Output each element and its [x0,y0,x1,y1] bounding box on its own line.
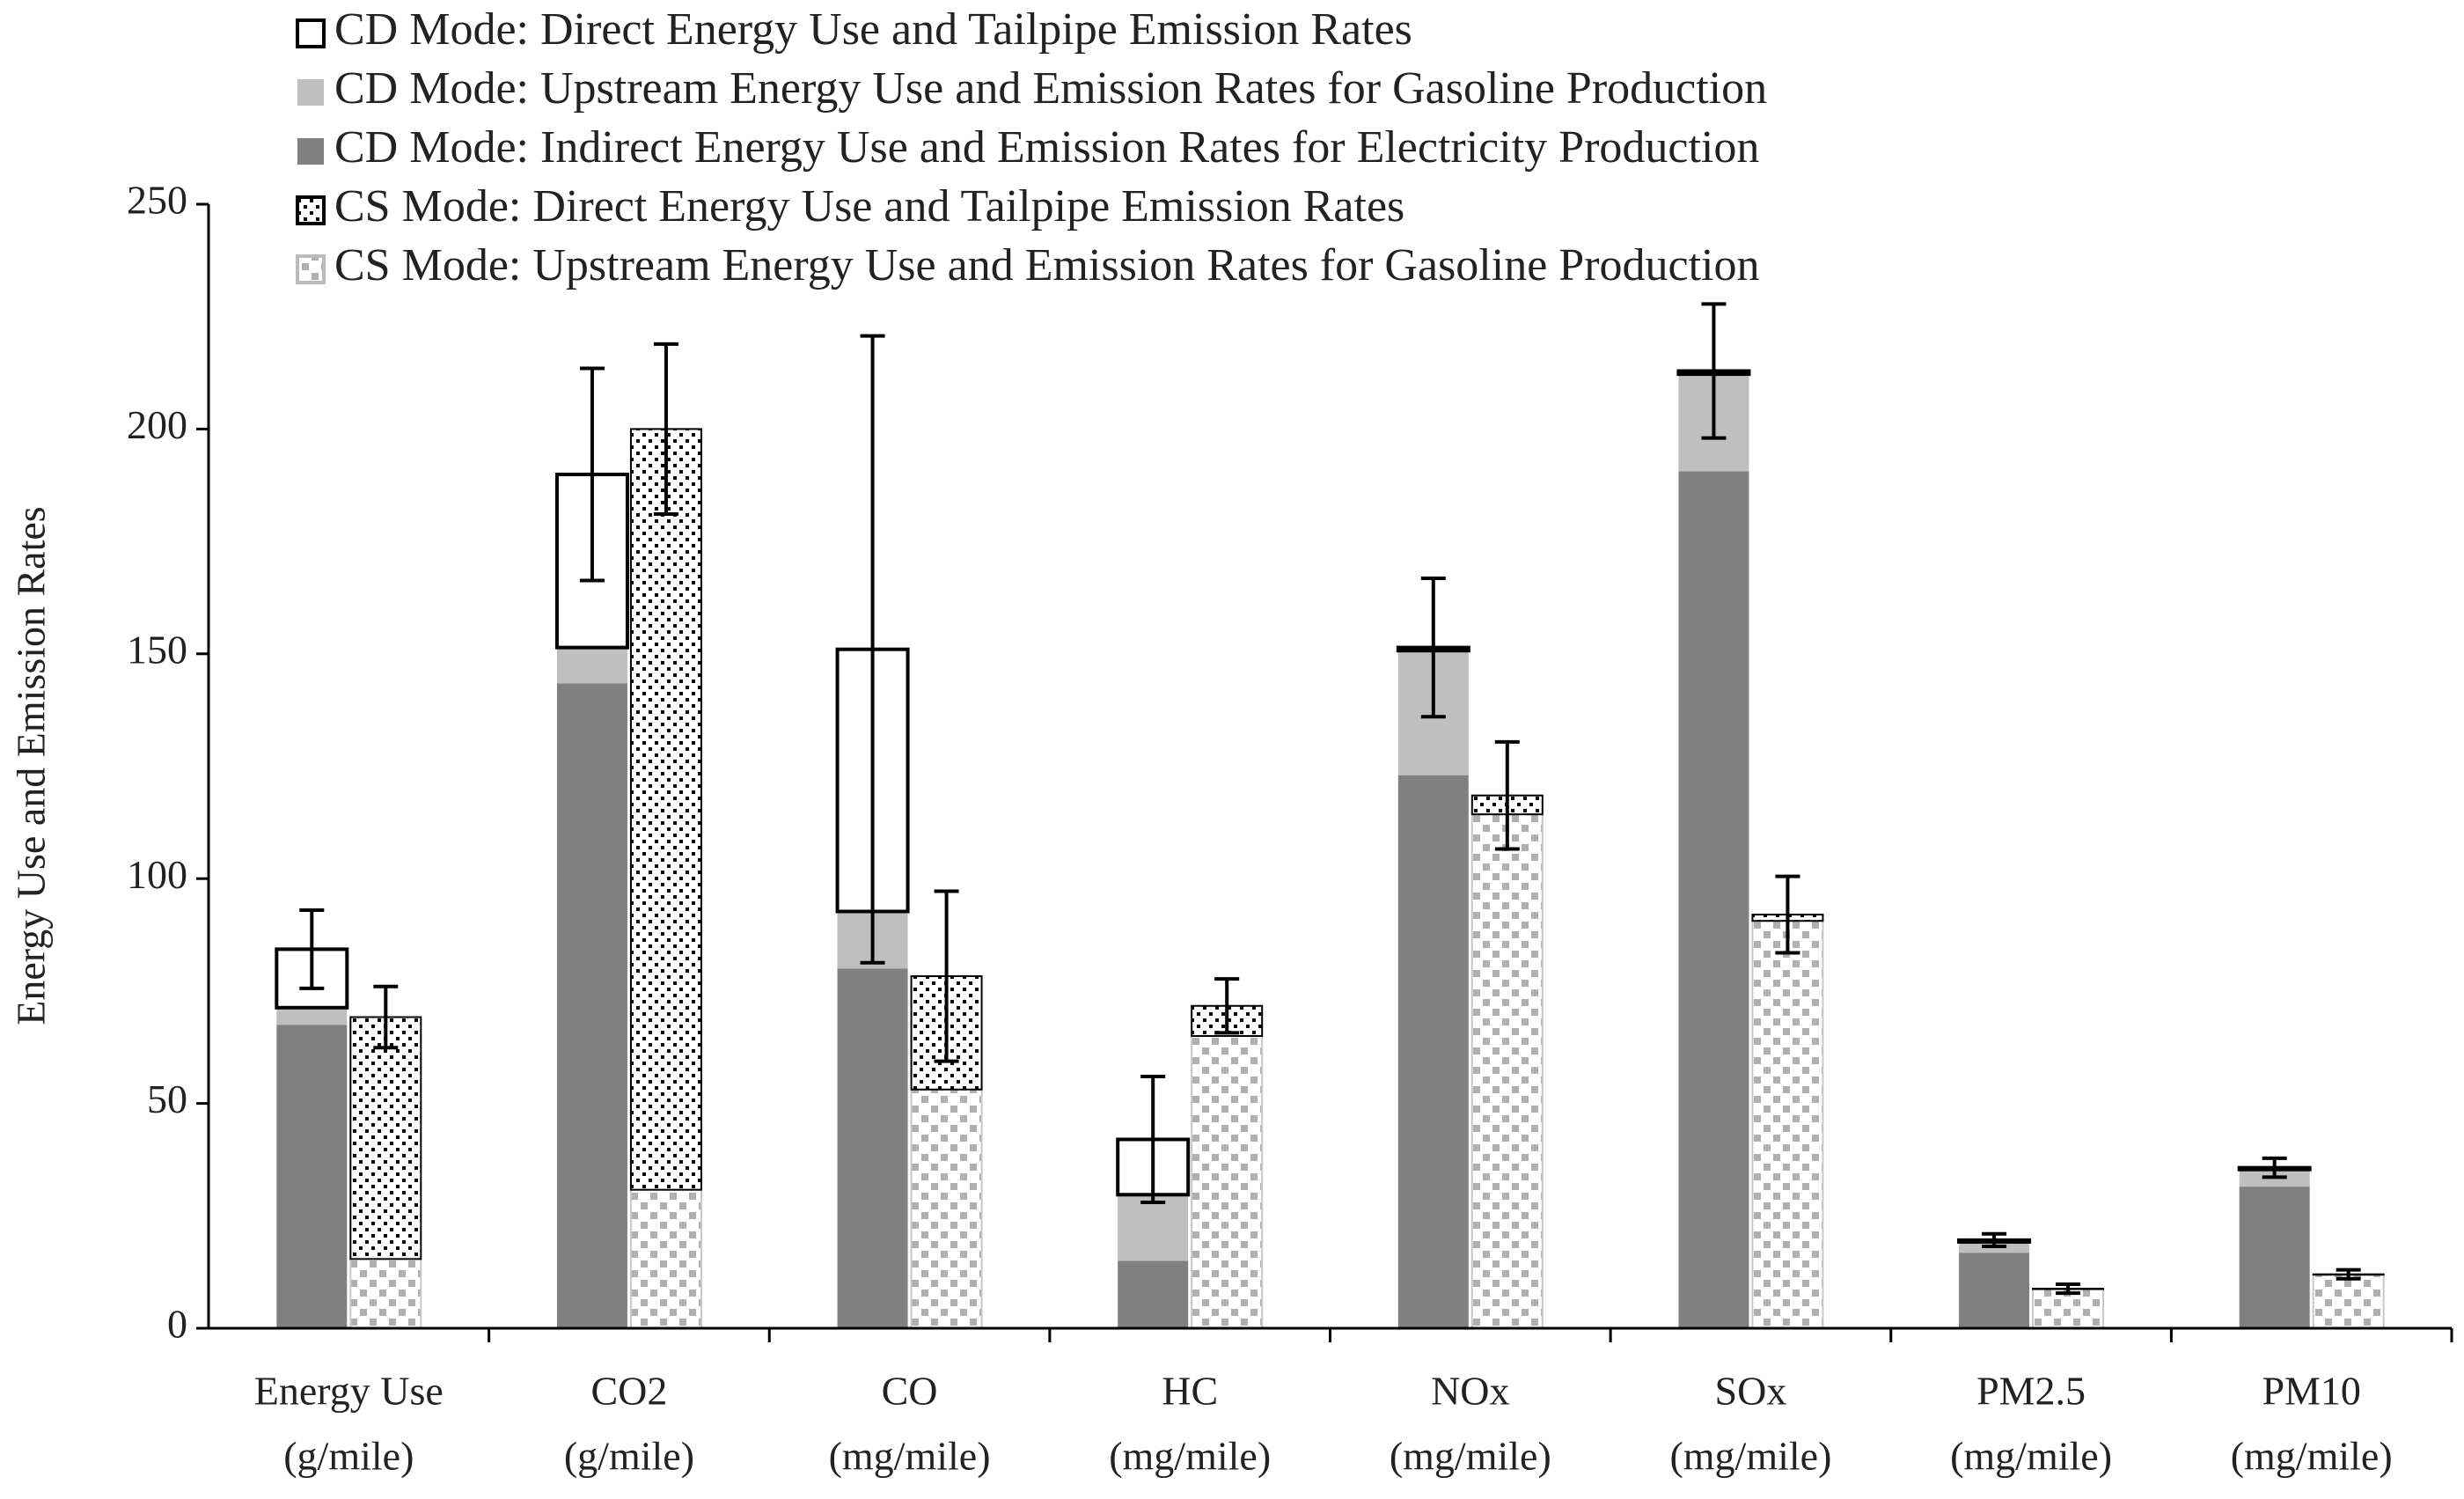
legend-label: CS Mode: Upstream Energy Use and Emissio… [334,240,1760,290]
bar-segment [629,1188,702,1329]
legend-label: CS Mode: Direct Energy Use and Tailpipe … [334,181,1404,231]
x-tick-label: CO2 [590,1369,667,1414]
x-tick-label: (mg/mile) [1950,1434,2112,1479]
error-bar [2056,1282,2081,1296]
error-bar [1775,874,1800,955]
bar-segment [556,647,627,684]
x-tick-label: SOx [1715,1369,1787,1414]
bar-segment [349,1258,422,1329]
bar-segment [1678,471,1749,1328]
x-tick-label: (g/mile) [283,1434,414,1479]
x-tick-label: (g/mile) [564,1434,694,1479]
bar-segment [1118,1194,1189,1261]
bar-segment [276,1007,348,1025]
error-bar [1982,1231,2007,1249]
legend-swatch [296,18,326,48]
legend-label: CD Mode: Indirect Energy Use and Emissio… [334,122,1759,173]
x-tick-label: (mg/mile) [1109,1434,1271,1479]
bar-segment [276,1025,348,1328]
y-tick-label: 100 [127,852,187,897]
y-axis-title: Energy Use and Emission Rates [9,506,54,1025]
error-bar [653,342,678,516]
x-tick-label: (mg/mile) [829,1434,991,1479]
x-tick-label: NOx [1431,1369,1509,1414]
y-tick-label: 0 [167,1302,187,1347]
error-bar [2336,1268,2361,1281]
bar-segment [629,428,702,1191]
error-bar [1214,977,1240,1035]
y-tick-label: 200 [127,402,187,447]
bar-segment [1191,1034,1264,1329]
legend-swatch [296,195,326,225]
error-bar [579,366,605,583]
bar-segment [910,1088,983,1330]
bar-segment [1751,920,1824,1329]
bar-segment [837,968,908,1328]
bar-segment [2312,1274,2385,1330]
y-tick-label: 50 [147,1076,187,1121]
error-bar [1494,739,1520,851]
legend-swatch [296,254,326,284]
error-bar [934,889,959,1063]
bar-segment [1397,775,1469,1328]
bar-segment [1959,1253,2030,1328]
error-bar [2262,1156,2287,1179]
legend-swatch [297,79,324,106]
x-tick-label: Energy Use [254,1369,444,1414]
legend-label: CD Mode: Upstream Energy Use and Emissio… [334,63,1767,114]
error-bar [860,334,885,965]
bar-segment [2032,1288,2105,1330]
x-tick-label: HC [1162,1369,1218,1414]
bar-segment [556,683,627,1328]
error-bar [373,984,399,1050]
x-tick-label: (mg/mile) [2231,1434,2393,1479]
x-tick-label: PM10 [2262,1369,2360,1414]
error-bar [299,907,325,990]
x-tick-label: CO [882,1369,938,1414]
x-tick-label: PM2.5 [1976,1369,2086,1414]
error-bar [1701,302,1727,440]
x-tick-label: (mg/mile) [1390,1434,1551,1479]
bar-segment [1470,813,1544,1329]
bar-segment [349,1016,422,1260]
error-bar [1140,1074,1166,1204]
legend-label: CD Mode: Direct Energy Use and Tailpipe … [334,4,1412,55]
bar-segment [2239,1187,2310,1328]
bar-segment [1118,1260,1189,1328]
x-tick-label: (mg/mile) [1669,1434,1831,1479]
legend-swatch [297,138,324,165]
y-tick-label: 150 [127,627,187,672]
y-tick-label: 250 [127,178,187,223]
error-bar [1420,576,1446,719]
